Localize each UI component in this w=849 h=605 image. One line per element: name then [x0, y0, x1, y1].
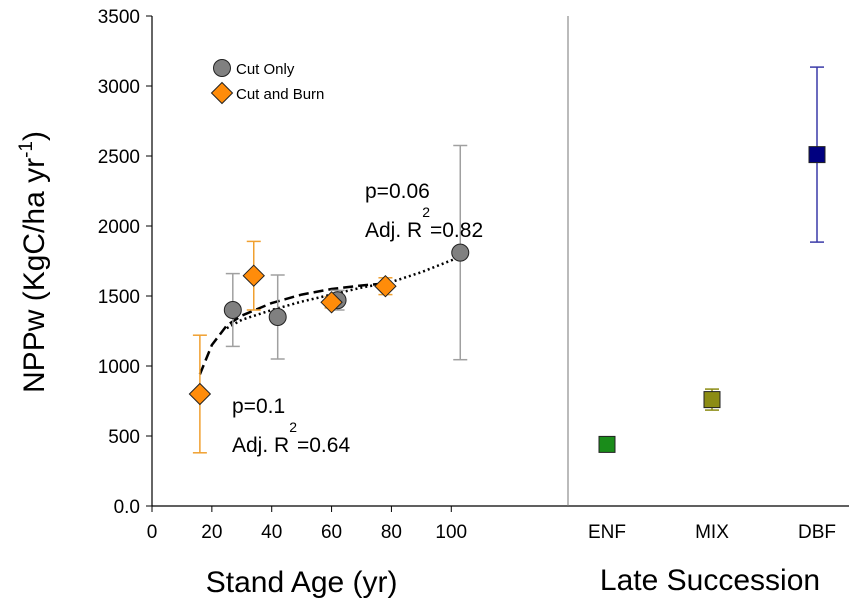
point: [598, 435, 616, 453]
point: [451, 243, 470, 262]
y-axis-label-after: ): [18, 131, 51, 141]
legend-marker: [213, 59, 231, 77]
point: [242, 264, 265, 287]
y-tick-label: 3500: [98, 7, 140, 28]
annotation: Adj. R2=0.82: [365, 204, 483, 242]
point: [223, 301, 242, 319]
annotation-text: p=0.06: [365, 180, 430, 203]
y-tick-label: 0.0: [114, 497, 140, 518]
point: [268, 308, 287, 326]
x-tick-label: 20: [201, 522, 222, 543]
point: [188, 382, 212, 406]
annotation-sup: 2: [422, 204, 430, 220]
legend-label: Cut Only: [236, 61, 295, 78]
y-tick-label: 500: [108, 427, 140, 448]
x-tick-label: DBF: [798, 522, 836, 543]
fit-line: [226, 255, 461, 330]
point: [374, 274, 397, 298]
y-tick-label: 2500: [98, 147, 140, 168]
y-tick-label: 1500: [98, 287, 140, 308]
annotation-sup: 2: [289, 419, 297, 435]
legend-label: Cut and Burn: [236, 86, 324, 103]
fit-line: [198, 282, 386, 375]
x-tick-label: 40: [261, 522, 282, 543]
y-axis-label: NPPw (KgC/ha yr-1): [16, 131, 51, 393]
annotation-text: p=0.1: [232, 395, 285, 418]
y-tick-label: 2000: [98, 217, 140, 238]
annotation-after: =0.82: [430, 219, 483, 242]
x-tick-label: 100: [435, 522, 467, 543]
y-tick-label: 3000: [98, 77, 140, 98]
x-tick-label: MIX: [695, 522, 729, 543]
y-axis-label-text: NPPw (KgC/ha yr: [18, 158, 51, 393]
x-tick-label: 0: [147, 522, 158, 543]
x-tick-label: ENF: [588, 522, 626, 543]
x-tick-label: 60: [321, 522, 342, 543]
annotation-text: Adj. R: [365, 219, 422, 242]
y-tick-label: 1000: [98, 357, 140, 378]
x-axis-label: Stand Age (yr): [206, 566, 398, 599]
point: [703, 391, 721, 409]
legend-marker: [210, 81, 234, 105]
point: [808, 146, 826, 164]
x-axis-label: Late Succession: [600, 564, 820, 597]
annotation-after: =0.64: [297, 434, 350, 457]
annotation-text: Adj. R: [232, 434, 289, 457]
annotation: Adj. R2=0.64: [232, 419, 350, 457]
y-axis-label-sup: -1: [16, 141, 37, 158]
x-tick-label: 80: [381, 522, 402, 543]
point: [320, 291, 343, 314]
annotation: p=0.06: [365, 180, 430, 203]
annotation: p=0.1: [232, 395, 285, 418]
